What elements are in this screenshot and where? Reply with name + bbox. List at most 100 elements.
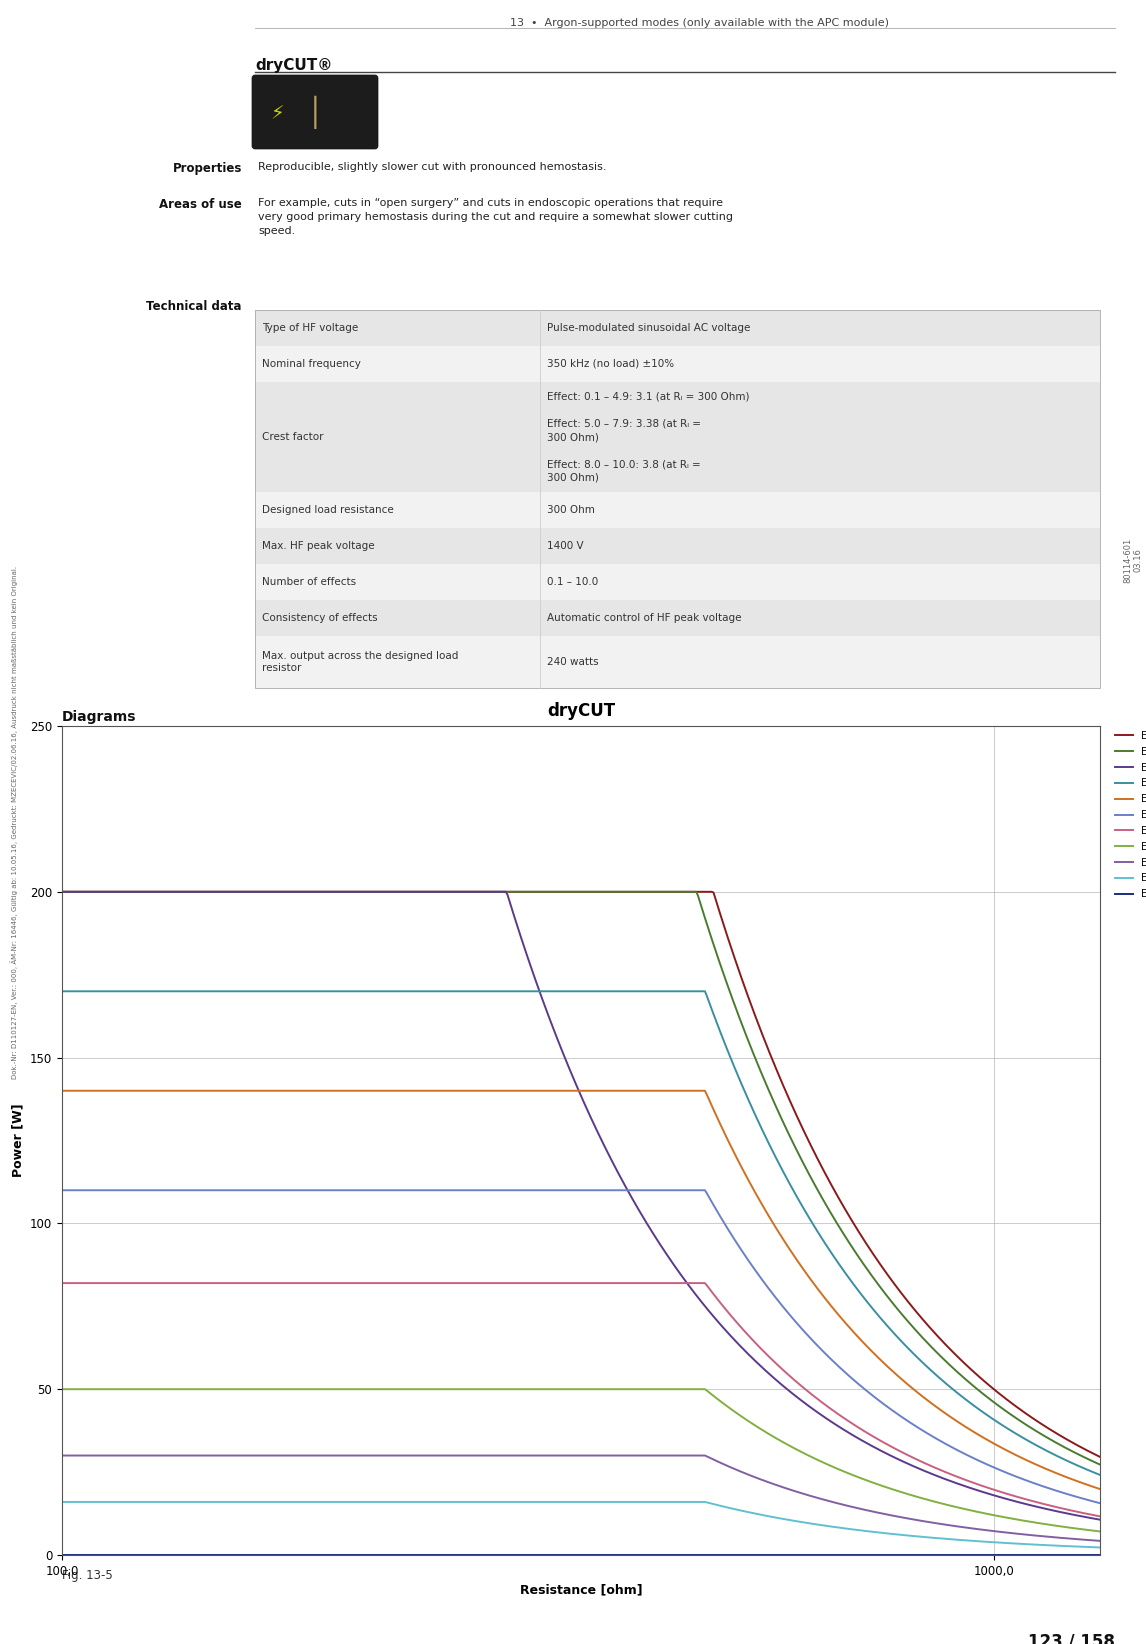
Text: dryCUT®: dryCUT® <box>256 58 332 72</box>
Eff 2.0 <box>837 1494 850 1514</box>
Bar <box>256 600 1100 636</box>
Eff 8.0 <box>667 1254 681 1274</box>
Eff 5.0 <box>837 1361 850 1381</box>
Eff 3.0 <box>667 1379 681 1399</box>
Eff 8.0 <box>238 881 252 901</box>
Eff 0.1 <box>1093 1545 1107 1565</box>
Eff 8.0 <box>55 881 69 901</box>
Eff 4.0 <box>525 1272 539 1292</box>
Eff 2.0 <box>667 1445 681 1465</box>
Eff 1.0 <box>1093 1537 1107 1557</box>
Eff 3.0 <box>55 1379 69 1399</box>
Eff 0.1 <box>55 1545 69 1565</box>
Eff 1.0 <box>525 1493 539 1512</box>
Text: Consistency of effects: Consistency of effects <box>262 613 378 623</box>
Bar <box>256 345 1100 381</box>
Eff 10 <box>55 881 69 901</box>
Eff 8.0 <box>1093 1509 1107 1529</box>
Eff 4.0 <box>837 1407 850 1427</box>
Eff 4.0 <box>55 1272 69 1292</box>
Text: ⚡: ⚡ <box>270 105 284 123</box>
Eff 3.0 <box>748 1415 762 1435</box>
Eff 4.0 <box>238 1272 252 1292</box>
Text: 80114-601
03.16: 80114-601 03.16 <box>1123 538 1143 582</box>
Text: Diagrams: Diagrams <box>62 710 136 723</box>
Eff 7.0 <box>837 1261 850 1281</box>
Eff 9.0 <box>55 881 69 901</box>
Eff 9.0 <box>748 1049 762 1069</box>
Eff 7.0 <box>322 981 336 1001</box>
Eff 5.0 <box>525 1180 539 1200</box>
Eff 7.0 <box>525 981 539 1001</box>
Eff 7.0 <box>748 1105 762 1124</box>
Eff 6.0 <box>525 1080 539 1100</box>
Eff 8.0 <box>525 958 539 978</box>
Eff 1.0 <box>238 1493 252 1512</box>
Eff 8.0 <box>837 1420 850 1440</box>
Text: Crest factor: Crest factor <box>262 432 323 442</box>
Text: Pulse-modulated sinusoidal AC voltage: Pulse-modulated sinusoidal AC voltage <box>547 322 751 334</box>
X-axis label: Resistance [ohm]: Resistance [ohm] <box>519 1583 642 1596</box>
Text: 300 Ohm: 300 Ohm <box>547 505 595 515</box>
Eff 10 <box>748 1006 762 1026</box>
Eff 5.0 <box>238 1180 252 1200</box>
Text: Dok.-Nr: D110127-EN, Ver.: 000, ÄM-Nr: 16446, Gültig ab: 10.05.16, Gedruckt: MZE: Dok.-Nr: D110127-EN, Ver.: 000, ÄM-Nr: 1… <box>10 566 18 1078</box>
Eff 10 <box>238 881 252 901</box>
Line: Eff 7.0: Eff 7.0 <box>62 991 1100 1475</box>
Title: dryCUT: dryCUT <box>547 702 615 720</box>
Eff 2.0 <box>1093 1531 1107 1550</box>
Eff 0.1 <box>525 1545 539 1565</box>
Bar <box>256 381 1100 492</box>
Line: Eff 9.0: Eff 9.0 <box>62 891 1100 1465</box>
Eff 5.0 <box>55 1180 69 1200</box>
Text: 1400 V: 1400 V <box>547 541 583 551</box>
Eff 7.0 <box>1093 1465 1107 1485</box>
Eff 2.0 <box>238 1445 252 1465</box>
Eff 9.0 <box>837 1225 850 1245</box>
Text: For example, cuts in “open surgery” and cuts in endoscopic operations that requi: For example, cuts in “open surgery” and … <box>258 197 733 237</box>
Text: Reproducible, slightly slower cut with pronounced hemostasis.: Reproducible, slightly slower cut with p… <box>258 163 606 173</box>
Eff 4.0 <box>667 1272 681 1292</box>
Text: Automatic control of HF peak voltage: Automatic control of HF peak voltage <box>547 613 741 623</box>
Eff 0.1 <box>238 1545 252 1565</box>
Line: Eff 4.0: Eff 4.0 <box>62 1282 1100 1516</box>
Eff 1.0 <box>748 1504 762 1524</box>
Bar <box>256 636 1100 687</box>
Text: Technical data: Technical data <box>147 299 242 312</box>
Eff 0.1 <box>837 1545 850 1565</box>
Eff 0.1 <box>667 1545 681 1565</box>
Eff 10 <box>525 881 539 901</box>
Eff 8.0 <box>322 881 336 901</box>
Text: Properties: Properties <box>173 163 242 174</box>
Eff 10 <box>837 1197 850 1217</box>
Eff 4.0 <box>1093 1506 1107 1526</box>
Text: Nominal frequency: Nominal frequency <box>262 358 361 368</box>
Eff 6.0 <box>667 1080 681 1100</box>
Eff 6.0 <box>837 1310 850 1330</box>
Eff 2.0 <box>55 1445 69 1465</box>
Line: Eff 1.0: Eff 1.0 <box>62 1503 1100 1547</box>
Eff 5.0 <box>322 1180 336 1200</box>
Text: Designed load resistance: Designed load resistance <box>262 505 394 515</box>
Line: Eff 5.0: Eff 5.0 <box>62 1190 1100 1503</box>
Bar <box>256 311 1100 345</box>
Line: Eff 10: Eff 10 <box>62 891 1100 1457</box>
Eff 6.0 <box>748 1182 762 1202</box>
Eff 7.0 <box>238 981 252 1001</box>
Text: │: │ <box>307 95 323 128</box>
Text: 13  •  Argon-supported modes (only available with the APC module): 13 • Argon-supported modes (only availab… <box>510 18 889 28</box>
Eff 7.0 <box>55 981 69 1001</box>
Bar <box>256 311 1100 687</box>
Eff 4.0 <box>322 1272 336 1292</box>
Bar <box>256 492 1100 528</box>
Line: Eff 6.0: Eff 6.0 <box>62 1090 1100 1489</box>
Eff 9.0 <box>238 881 252 901</box>
Eff 1.0 <box>55 1493 69 1512</box>
Eff 9.0 <box>1093 1455 1107 1475</box>
Eff 10 <box>322 881 336 901</box>
Y-axis label: Power [W]: Power [W] <box>11 1103 24 1177</box>
Eff 7.0 <box>667 981 681 1001</box>
Eff 5.0 <box>1093 1493 1107 1512</box>
Text: Fig. 13-5: Fig. 13-5 <box>62 1568 112 1582</box>
Text: Number of effects: Number of effects <box>262 577 356 587</box>
